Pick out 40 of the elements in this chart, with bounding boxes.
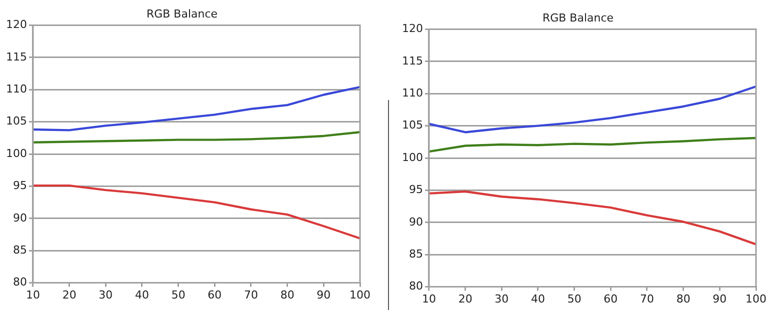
y-tick-label: 120: [6, 18, 27, 32]
y-tick-label: 110: [402, 86, 423, 100]
x-tick-label: 40: [530, 292, 545, 306]
y-tick-label: 105: [6, 114, 27, 128]
x-tick-label: 90: [712, 292, 727, 306]
chart-title: RGB Balance: [146, 7, 218, 20]
y-tick-label: 80: [408, 280, 423, 293]
chart-title: RGB Balance: [542, 11, 614, 24]
x-tick-label: 30: [98, 288, 113, 302]
y-tick-label: 115: [6, 50, 27, 64]
y-tick-label: 115: [402, 54, 423, 68]
x-tick-label: 80: [676, 292, 690, 306]
x-tick-label: 50: [171, 288, 186, 302]
y-tick-label: 90: [408, 215, 423, 228]
y-tick-label: 100: [6, 146, 27, 160]
x-tick-label: 70: [244, 288, 258, 302]
y-tick-label: 100: [402, 150, 423, 164]
y-tick-label: 85: [12, 243, 27, 256]
x-tick-label: 60: [208, 288, 222, 302]
x-tick-label: 10: [422, 292, 436, 306]
y-tick-label: 90: [12, 211, 27, 224]
x-tick-label: 50: [567, 292, 582, 306]
x-tick-label: 80: [280, 288, 294, 302]
y-tick-label: 85: [408, 247, 423, 260]
y-tick-label: 95: [12, 179, 27, 192]
x-tick-label: 30: [494, 292, 509, 306]
y-tick-label: 105: [402, 118, 423, 132]
x-tick-label: 60: [604, 292, 618, 306]
x-tick-label: 100: [350, 288, 370, 302]
x-tick-label: 10: [26, 288, 40, 302]
x-tick-label: 40: [134, 288, 149, 302]
y-tick-label: 120: [402, 22, 423, 36]
x-tick-label: 100: [746, 292, 766, 306]
x-tick-label: 70: [640, 292, 654, 306]
y-tick-label: 80: [12, 276, 27, 289]
y-tick-label: 95: [408, 183, 423, 196]
y-tick-label: 110: [6, 82, 27, 96]
x-tick-label: 90: [316, 288, 331, 302]
x-tick-label: 20: [62, 288, 76, 302]
x-tick-label: 20: [458, 292, 472, 306]
